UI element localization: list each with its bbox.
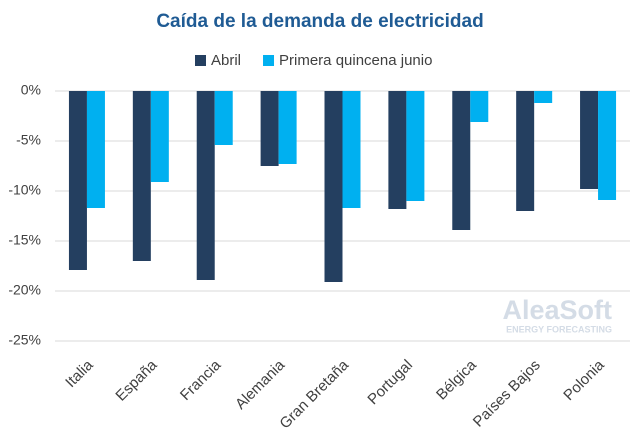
bar — [150, 91, 169, 182]
legend-swatch — [195, 55, 206, 66]
bar — [534, 91, 553, 103]
legend-label: Abril — [211, 52, 241, 69]
y-tick-label: -10% — [8, 182, 41, 198]
bar — [196, 91, 215, 280]
bar — [406, 91, 425, 201]
y-tick-label: -5% — [16, 132, 41, 148]
chart-title: Caída de la demanda de electricidad — [156, 11, 483, 32]
bar — [278, 91, 297, 164]
y-tick-label: 0% — [21, 82, 41, 98]
bar — [214, 91, 233, 145]
y-tick-label: -15% — [8, 232, 41, 248]
bar — [388, 91, 407, 209]
bar — [452, 91, 471, 230]
legend-label: Primera quincena junio — [279, 52, 432, 69]
watermark: AleaSoft — [502, 295, 612, 325]
bar — [68, 91, 87, 270]
bar — [86, 91, 105, 208]
bar — [342, 91, 361, 208]
bar — [580, 91, 599, 189]
bar — [598, 91, 617, 200]
bar — [260, 91, 279, 166]
y-tick-label: -20% — [8, 282, 41, 298]
watermark-tagline: ENERGY FORECASTING — [506, 324, 612, 334]
legend-swatch — [263, 55, 275, 66]
y-tick-label: -25% — [8, 332, 41, 348]
bar — [516, 91, 535, 211]
bar — [470, 91, 489, 122]
bar — [324, 91, 343, 282]
bar — [132, 91, 151, 261]
